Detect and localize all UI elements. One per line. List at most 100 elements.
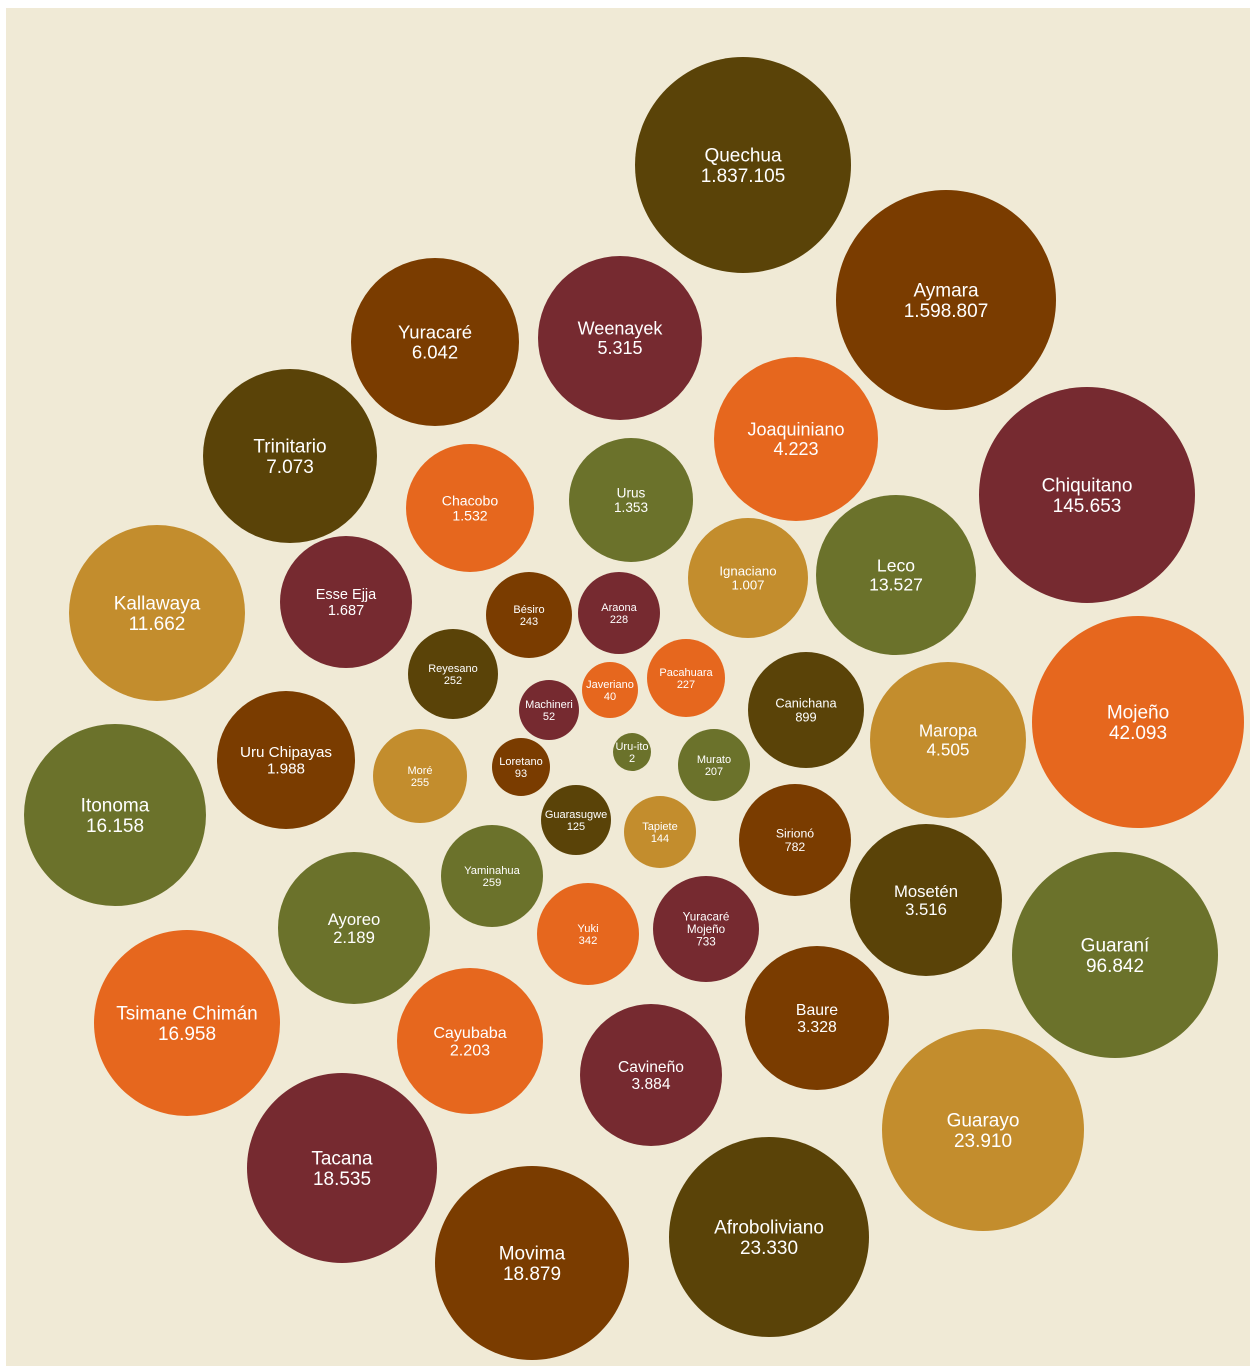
bubble-value-baure: 3.328	[797, 1019, 837, 1036]
bubble-circle-canichana	[748, 652, 864, 768]
bubble-name-itonoma: Itonoma	[81, 795, 150, 816]
bubble-name-tacana: Tacana	[311, 1148, 373, 1169]
bubble-circle-tsimane-chiman	[94, 930, 280, 1116]
bubble-value-loretano: 93	[515, 768, 527, 780]
bubble-value-maropa: 4.505	[926, 739, 969, 759]
bubble-value-javeriano: 40	[604, 691, 616, 703]
bubble-name-cayubaba: Cayubaba	[433, 1024, 506, 1042]
bubble-circle-weenayek	[538, 256, 702, 420]
bubble-name-yuracare: Yuracaré	[398, 321, 472, 342]
bubble-value-aymara: 1.598.807	[904, 301, 989, 322]
bubble-circle-cavineno	[580, 1004, 722, 1146]
bubble-circle-esse-ejja	[280, 536, 412, 668]
bubble-name-uru-chipayas: Uru Chipayas	[240, 744, 332, 761]
bubble-circle-yaminahua	[441, 825, 543, 927]
bubble-value-cayubaba: 2.203	[450, 1041, 490, 1059]
bubble-name-weenayek: Weenayek	[578, 319, 664, 339]
bubble-circle-yuracare-mojeno	[653, 876, 759, 982]
bubble-value-weenayek: 5.315	[597, 338, 642, 358]
bubble-name-tapiete: Tapiete	[642, 821, 677, 833]
bubble-name-machineri: Machineri	[525, 699, 573, 711]
bubble-name-kallawaya: Kallawaya	[114, 593, 201, 614]
bubble-value-chiquitano: 145.653	[1053, 496, 1122, 517]
bubble-circle-chiquitano	[979, 387, 1195, 603]
bubble-circle-more	[373, 729, 467, 823]
bubble-value-urus: 1.353	[614, 500, 648, 515]
bubble-value-machineri: 52	[543, 711, 555, 723]
bubble-circle-baure	[745, 946, 889, 1090]
bubble-value-uru-chipayas: 1.988	[267, 761, 305, 778]
bubble-value-moseten: 3.516	[905, 900, 947, 919]
bubble-name-chacobo: Chacobo	[442, 492, 499, 508]
bubble-name-canichana: Canichana	[775, 696, 837, 711]
bubble-value-quechua: 1.837.105	[701, 166, 786, 187]
bubble-name-chiquitano: Chiquitano	[1042, 475, 1133, 496]
bubble-name-cavineno: Cavineño	[618, 1059, 684, 1076]
bubble-value-chacobo: 1.532	[452, 508, 487, 524]
bubble-value-ignaciano: 1.007	[731, 578, 764, 593]
bubble-name-maropa: Maropa	[919, 721, 978, 741]
bubble-circle-murato	[678, 729, 750, 801]
bubble-name-baure: Baure	[796, 1002, 838, 1019]
bubble-value-joaquiniano: 4.223	[773, 439, 818, 459]
bubble-circle-afroboliviano	[669, 1137, 869, 1337]
bubble-value-movima: 18.879	[503, 1264, 561, 1285]
bubble-value-guarayo: 23.910	[954, 1131, 1012, 1152]
bubble-value-cavineno: 3.884	[631, 1076, 670, 1093]
bubble-name-ignaciano: Ignaciano	[719, 563, 776, 578]
bubble-circle-tapiete	[624, 796, 696, 868]
bubble-circle-kallawaya	[69, 525, 245, 701]
bubble-circle-aymara	[836, 190, 1056, 410]
bubble-circle-urus	[569, 438, 693, 562]
bubble-value-yuracare: 6.042	[412, 341, 458, 362]
bubble-name-yuracare-mojeno: Mojeño	[687, 923, 726, 936]
bubble-name-yuracare-mojeno: Yuracaré	[683, 910, 730, 923]
bubble-value-tsimane-chiman: 16.958	[158, 1024, 216, 1045]
bubble-value-tapiete: 144	[651, 833, 669, 845]
bubble-name-esse-ejja: Esse Ejja	[316, 587, 377, 603]
bubble-value-reyesano: 252	[444, 675, 462, 687]
bubble-name-yaminahua: Yaminahua	[464, 865, 521, 877]
bubble-circle-yuki	[537, 883, 639, 985]
bubble-circle-quechua	[635, 57, 851, 273]
bubble-name-araona: Araona	[601, 602, 637, 614]
bubble-circle-yuracare	[351, 258, 519, 426]
bubble-name-urus: Urus	[617, 485, 646, 500]
bubble-name-more: Moré	[407, 765, 432, 777]
bubble-name-moseten: Mosetén	[894, 882, 958, 901]
bubble-circle-araona	[578, 572, 660, 654]
bubble-value-uru-ito: 2	[629, 753, 635, 765]
bubble-name-mojeno: Mojeño	[1107, 702, 1169, 723]
bubble-circle-leco	[816, 495, 976, 655]
bubble-name-yuki: Yuki	[577, 923, 598, 935]
bubble-circle-maropa	[870, 662, 1026, 818]
bubble-value-murato: 207	[705, 766, 723, 778]
